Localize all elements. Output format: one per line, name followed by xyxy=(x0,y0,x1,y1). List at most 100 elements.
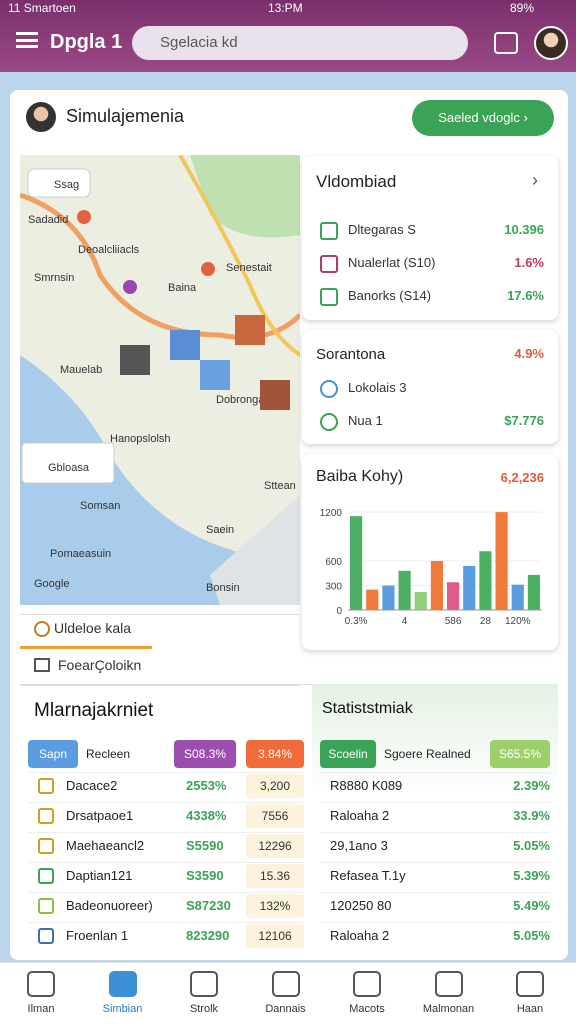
row-label: Daptian121 xyxy=(66,868,133,883)
row-label: Nua 1 xyxy=(348,413,383,428)
map-label: Hanopslolsh xyxy=(110,433,171,445)
row-label: 29,1ano 3 xyxy=(330,838,388,853)
row-badge: 12106 xyxy=(246,924,304,948)
summary-title: Vldombiad xyxy=(316,172,397,191)
search-text: Sgelacia kd xyxy=(160,34,238,51)
row-badge: 7556 xyxy=(246,804,304,828)
row-divider xyxy=(28,862,304,863)
row-value: S87230 xyxy=(186,898,231,913)
primary-button[interactable]: Saeled vdoglc › xyxy=(412,100,554,136)
map-label: Somsan xyxy=(80,500,120,512)
map-pin xyxy=(201,262,215,276)
row-value: 1.6% xyxy=(514,255,544,270)
chip[interactable]: S08.3% xyxy=(174,740,236,768)
row-label: Maehaeancl2 xyxy=(66,838,145,853)
bar xyxy=(511,584,524,610)
nav-icon[interactable] xyxy=(271,971,300,997)
summary-card: Vldombiad › Dltegaras S 10.396 Nualerlat (S1… xyxy=(302,156,558,320)
row-badge: 15.36 xyxy=(246,864,304,888)
map-label: Mauelab xyxy=(60,364,102,376)
map-building xyxy=(120,345,150,375)
nav-label[interactable]: Malmonan xyxy=(422,1003,475,1015)
row-label: Badeonuoreer) xyxy=(66,898,153,913)
alert-title: Sorantona xyxy=(316,346,386,363)
map-label: Bonsin xyxy=(206,582,240,594)
map-label: Dobrongall xyxy=(216,394,269,406)
x-tick-label: 0.3% xyxy=(345,616,368,627)
profile-avatar[interactable] xyxy=(534,26,568,60)
row-divider xyxy=(320,862,550,863)
row-label: R8880 K089 xyxy=(330,778,403,793)
y-tick-label: 0 xyxy=(336,606,342,617)
divider xyxy=(20,684,558,685)
right-panel-bg xyxy=(312,684,558,960)
header-avatar xyxy=(26,102,56,132)
map[interactable]: Sadadid Deoalcliiacls Smrnsin Baina Senestai… xyxy=(20,155,300,605)
y-tick-label: 600 xyxy=(325,557,342,568)
row-divider xyxy=(28,802,304,803)
map-label: Sadadid xyxy=(28,214,68,226)
bar xyxy=(350,516,363,610)
nav-label[interactable]: Strolk xyxy=(189,1003,219,1015)
main-card: Simulajemenia Saeled vdoglc › Sadadid Deoal… xyxy=(10,90,568,960)
nav-label[interactable]: Macots xyxy=(349,1003,385,1015)
map-building xyxy=(170,330,200,360)
bar xyxy=(382,585,395,610)
map-search-text: Ssag xyxy=(54,179,79,191)
button-label: Saeled vdoglc xyxy=(438,110,520,125)
nav-icon[interactable] xyxy=(27,971,55,997)
chip[interactable]: 3.84% xyxy=(246,740,304,768)
row-icon xyxy=(38,808,54,824)
row-value: 4338% xyxy=(186,808,227,823)
chart-title: Baiba Kohy) xyxy=(316,468,404,485)
chip[interactable]: S65.5% xyxy=(490,740,550,768)
tab[interactable]: FoearÇoloikn xyxy=(58,657,142,673)
nav-label[interactable]: Haan xyxy=(516,1003,544,1015)
nav-label[interactable]: Dannais xyxy=(265,1003,306,1015)
nav-icon[interactable] xyxy=(190,971,218,997)
alert-card: Sorantona 4.9% Lokolais 3 Nua 1 $7.776 xyxy=(302,330,558,444)
tab-active[interactable]: Uldeloe kala xyxy=(54,620,132,636)
nav-label[interactable]: Ilman xyxy=(27,1003,55,1015)
tabs-border xyxy=(20,614,300,686)
chevron[interactable]: › xyxy=(532,170,538,190)
menu-button[interactable] xyxy=(16,32,38,48)
row-label: Drsatpaoe1 xyxy=(66,808,134,823)
bar xyxy=(398,570,411,610)
notification-button[interactable] xyxy=(494,32,518,54)
map-road xyxy=(178,155,300,357)
map-building xyxy=(235,315,265,345)
row-icon xyxy=(38,898,54,914)
row-value: 823290 xyxy=(186,928,230,943)
bar xyxy=(463,565,476,610)
row-value: $7.776 xyxy=(504,413,544,428)
bar-chart: 0 300 600 1200 0.3% 4 586 28 120% xyxy=(320,508,542,627)
nav-icon[interactable] xyxy=(108,971,137,997)
bar xyxy=(495,512,508,610)
row-divider xyxy=(320,772,550,773)
search-bar[interactable]: Sgelacia kd xyxy=(132,26,468,60)
nav-icon[interactable] xyxy=(353,971,381,997)
tab-icon xyxy=(34,621,50,637)
row-divider xyxy=(28,772,304,773)
row-icon xyxy=(320,288,338,306)
chip[interactable]: Scoelin xyxy=(320,740,376,768)
row-divider xyxy=(28,922,304,923)
row-icon xyxy=(320,222,338,240)
battery: 89% xyxy=(510,1,535,15)
tab-underline xyxy=(20,646,152,649)
map-land-block xyxy=(210,495,300,605)
chip: Recleen xyxy=(86,747,131,761)
right-panel-title: Statiststmiak xyxy=(322,700,413,717)
row-value: 10.396 xyxy=(504,222,544,237)
row-badge: 3,200 xyxy=(246,774,304,798)
row-divider xyxy=(320,892,550,893)
map-label: Google xyxy=(34,578,69,590)
nav-icon[interactable] xyxy=(516,971,544,997)
nav-label[interactable]: Simbian xyxy=(102,1003,143,1015)
clock: 13:PM xyxy=(268,1,303,15)
chip[interactable]: Sapn xyxy=(28,740,78,768)
nav-icon[interactable] xyxy=(434,971,463,997)
row-label: Nualerlat (S10) xyxy=(348,255,436,270)
row-badge: 132% xyxy=(246,894,304,918)
